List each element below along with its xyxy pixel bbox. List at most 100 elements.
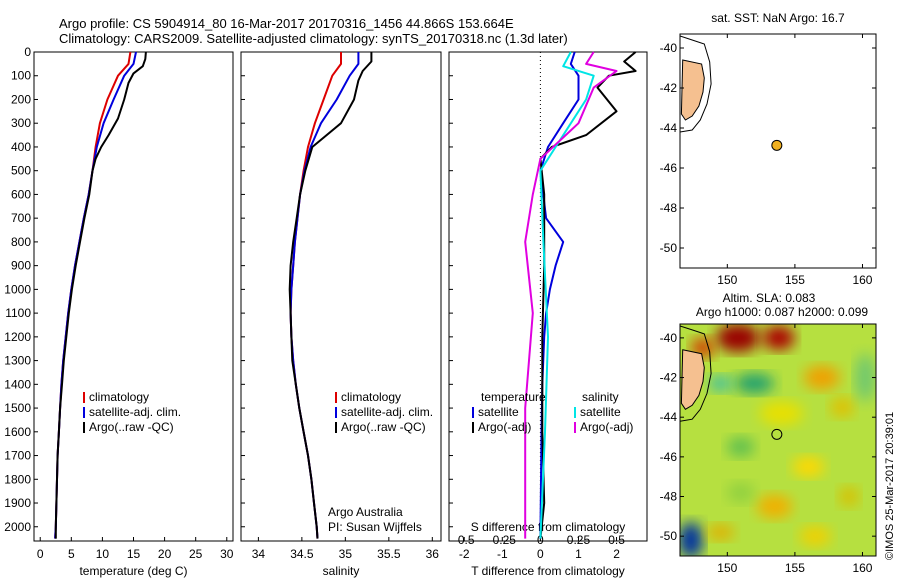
y-tick-label: 1700 xyxy=(4,449,31,463)
shelf-contour-line xyxy=(680,325,712,422)
legend-label: climatology xyxy=(341,390,401,404)
y-tick-label: 1100 xyxy=(5,306,31,320)
legend-label: Argo(-adj) xyxy=(580,420,633,434)
legend-title: temperature xyxy=(481,390,546,404)
map-background xyxy=(680,34,876,268)
map-frame xyxy=(679,33,877,269)
series-line-argo-raw-qc- xyxy=(54,51,147,539)
y-tick-label: 1800 xyxy=(4,472,31,486)
y-tick-label: 800 xyxy=(11,235,31,249)
y-tick-label: 1500 xyxy=(4,401,31,415)
x-tick-label: 5 xyxy=(68,547,75,561)
figure-title-line-1: Argo profile: CS 5904914_80 16-Mar-2017 … xyxy=(59,16,514,31)
x-tick-label: 0 xyxy=(537,547,544,561)
figure-title-line-2: Climatology: CARS2009. Satellite-adjuste… xyxy=(59,31,568,46)
heatmap-cell xyxy=(830,397,855,418)
y-tick-label: -44 xyxy=(660,121,678,135)
x-tick-label: 34 xyxy=(252,547,266,561)
heatmap-cell xyxy=(759,401,804,426)
map-title: Altim. SLA: 0.083 xyxy=(723,291,816,305)
y-tick-label: -40 xyxy=(660,41,678,55)
top-x-tick-label: 0.25 xyxy=(567,533,591,547)
y-tick-label: 1300 xyxy=(4,354,31,368)
y-tick-label: 1900 xyxy=(4,496,31,510)
annotation-text: PI: Susan Wijffels xyxy=(328,520,422,534)
legend-label: satellite xyxy=(478,405,519,419)
y-tick-label: -50 xyxy=(660,241,678,255)
heatmap-cell xyxy=(838,486,859,507)
map-panel-1: -40 -42 -44 -46 -48 -50 150 155 160 xyxy=(660,33,877,287)
x-tick-label: 0 xyxy=(37,547,44,561)
profile-panel-2: -2 -1 0 1 2 T difference from climatology -0.5… xyxy=(448,51,648,578)
x-tick-label: -2 xyxy=(459,547,470,561)
profile-panel-0: 0100200300400500600700800900100011001200… xyxy=(4,45,233,578)
x-tick-label: 25 xyxy=(189,547,203,561)
x-tick-label: 150 xyxy=(717,273,737,287)
x-tick-label: 20 xyxy=(158,547,172,561)
argo-float-marker xyxy=(771,428,783,440)
heatmap-cell xyxy=(792,456,825,477)
y-tick-label: 400 xyxy=(11,140,31,154)
legend-label: Argo(..raw -QC) xyxy=(89,420,174,434)
x-axis-label: temperature (deg C) xyxy=(79,564,187,578)
y-tick-label: -44 xyxy=(660,410,678,424)
x-tick-label: 35.5 xyxy=(377,547,401,561)
y-tick-label: -46 xyxy=(660,450,678,464)
x-tick-label: 155 xyxy=(785,561,805,575)
land-tasmania xyxy=(680,349,705,410)
x-tick-label: 160 xyxy=(852,561,872,575)
y-tick-label: 600 xyxy=(11,187,31,201)
x-tick-label: 160 xyxy=(852,273,872,287)
map-frame xyxy=(679,323,877,557)
x-tick-label: -1 xyxy=(497,547,508,561)
heatmap-cell xyxy=(756,494,793,519)
map-subtitle: Argo h1000: 0.087 h2000: 0.099 xyxy=(696,305,868,319)
legend-label: satellite-adj. clim. xyxy=(341,405,433,419)
heatmap-cell xyxy=(803,365,840,390)
legend-label: Argo(-adj) xyxy=(478,420,531,434)
y-tick-label: 300 xyxy=(11,116,31,130)
heatmap-cell xyxy=(726,436,755,457)
top-x-tick-label: -0.25 xyxy=(489,533,517,547)
y-tick-label: -50 xyxy=(660,529,678,543)
legend-label: climatology xyxy=(89,390,149,404)
map-panel-2: -40 -42 -44 -46 -48 -50 150 155 160 xyxy=(660,323,877,575)
panel-frame xyxy=(240,51,442,542)
land-tasmania xyxy=(680,59,705,121)
series-line-satellite xyxy=(539,51,595,539)
shelf-contour-line xyxy=(680,35,712,133)
x-tick-label: 155 xyxy=(785,273,805,287)
x-tick-label: 36 xyxy=(426,547,440,561)
y-tick-label: 900 xyxy=(11,259,31,273)
heatmap-cell xyxy=(799,526,832,547)
top-x-tick-label: 0.5 xyxy=(608,533,625,547)
x-tick-label: 35 xyxy=(339,547,353,561)
series-line-argo-adj- xyxy=(524,51,618,539)
y-tick-label: -42 xyxy=(660,81,678,95)
heatmap-cell xyxy=(762,325,795,350)
y-tick-label: -40 xyxy=(660,331,678,345)
heatmap-cell xyxy=(680,522,703,556)
y-tick-label: 1400 xyxy=(4,377,31,391)
legend-title: salinity xyxy=(582,390,619,404)
y-tick-label: 0 xyxy=(24,45,31,59)
heatmap-cell xyxy=(716,324,761,352)
x-axis-label: T difference from climatology xyxy=(471,564,625,578)
y-tick-label: -48 xyxy=(660,201,678,215)
map-content xyxy=(680,35,712,133)
x-tick-label: 2 xyxy=(613,547,620,561)
top-axis-label: S difference from climatology xyxy=(471,520,626,534)
heatmap-base xyxy=(680,324,876,556)
credit-text: ©IMOS 25-Mar-2017 20:39:01 xyxy=(884,411,896,560)
argo-float-marker xyxy=(771,139,783,151)
legend-label: Argo(..raw -QC) xyxy=(341,420,426,434)
y-tick-label: 500 xyxy=(11,164,31,178)
top-x-tick-label: 0 xyxy=(537,533,544,547)
top-x-tick-label: -0.5 xyxy=(454,533,475,547)
heatmap-cell xyxy=(734,373,775,394)
x-tick-label: 1 xyxy=(575,547,582,561)
map-title: sat. SST: NaN Argo: 16.7 xyxy=(711,11,845,25)
x-tick-label: 150 xyxy=(717,561,737,575)
x-tick-label: 15 xyxy=(127,547,141,561)
